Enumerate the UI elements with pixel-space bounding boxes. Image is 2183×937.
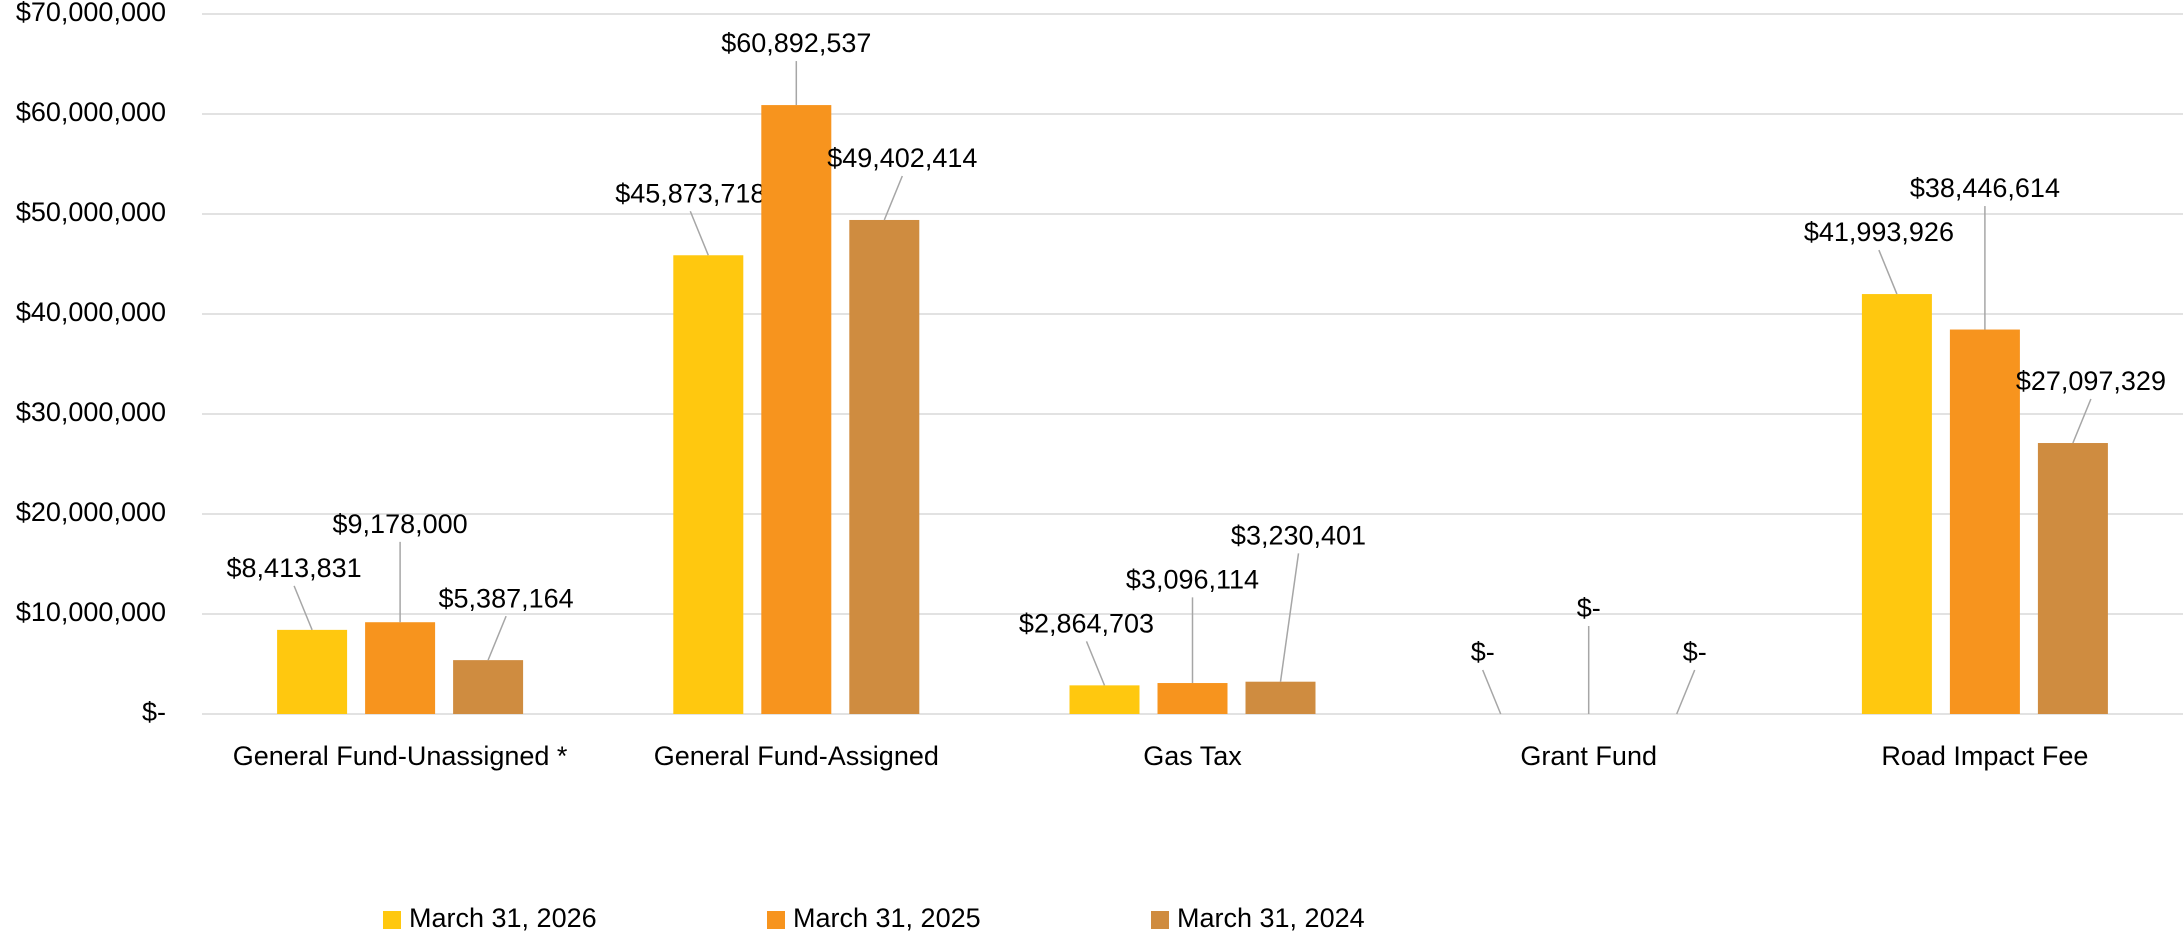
leader-line: [293, 585, 313, 631]
legend-swatch: [1151, 911, 1169, 929]
bar: [1157, 683, 1228, 714]
y-tick-label: $50,000,000: [16, 197, 166, 227]
data-label: $8,413,831: [227, 553, 362, 583]
leader-line: [883, 175, 903, 221]
leader-line: [2072, 398, 2092, 444]
legend-swatch: [383, 911, 401, 929]
y-tick-label: $40,000,000: [16, 297, 166, 327]
x-tick-label: General Fund-Assigned: [654, 741, 939, 771]
y-tick-label: $30,000,000: [16, 397, 166, 427]
data-label: $60,892,537: [721, 28, 871, 58]
leader-line: [1482, 669, 1502, 715]
bar: [849, 219, 920, 714]
bar: [1949, 329, 2020, 714]
leader-line: [1085, 641, 1106, 686]
data-label: $3,230,401: [1231, 520, 1366, 550]
bar: [1245, 681, 1316, 714]
data-label: $9,178,000: [333, 509, 468, 539]
leader-line: [1676, 669, 1696, 715]
x-tick-label: Road Impact Fee: [1881, 741, 2088, 771]
bar: [761, 105, 832, 714]
data-label: $45,873,718: [615, 178, 765, 208]
y-tick-label: $-: [142, 697, 166, 727]
data-label: $38,446,614: [1910, 173, 2060, 203]
leader-line: [689, 210, 709, 256]
y-tick-label: $20,000,000: [16, 497, 166, 527]
bar: [1069, 685, 1140, 714]
data-label: $3,096,114: [1126, 564, 1259, 594]
x-tick-label: General Fund-Unassigned *: [233, 741, 568, 771]
data-label: $2,864,703: [1019, 608, 1154, 638]
legend-label: March 31, 2024: [1177, 903, 1365, 933]
data-label: $5,387,164: [439, 583, 574, 613]
y-tick-label: $10,000,000: [16, 597, 166, 627]
x-tick-label: Grant Fund: [1520, 741, 1657, 771]
bar: [2037, 443, 2108, 714]
data-label: $-: [1577, 593, 1601, 623]
y-tick-label: $70,000,000: [16, 0, 166, 27]
legend-label: March 31, 2025: [793, 903, 981, 933]
data-label: $49,402,414: [827, 143, 977, 173]
data-label: $41,993,926: [1804, 217, 1954, 247]
bar: [1861, 294, 1932, 714]
legend-swatch: [767, 911, 785, 929]
leader-line: [487, 615, 507, 661]
bar: [453, 660, 524, 714]
leader-line: [1878, 249, 1898, 295]
data-label: $-: [1471, 637, 1495, 667]
y-tick-label: $60,000,000: [16, 97, 166, 127]
x-tick-label: Gas Tax: [1143, 741, 1242, 771]
data-label: $-: [1683, 637, 1707, 667]
leader-line: [1279, 553, 1300, 682]
bar: [365, 622, 436, 714]
bar: [277, 629, 348, 714]
bar: [673, 255, 744, 714]
data-label: $27,097,329: [2016, 366, 2166, 396]
legend-label: March 31, 2026: [409, 903, 597, 933]
